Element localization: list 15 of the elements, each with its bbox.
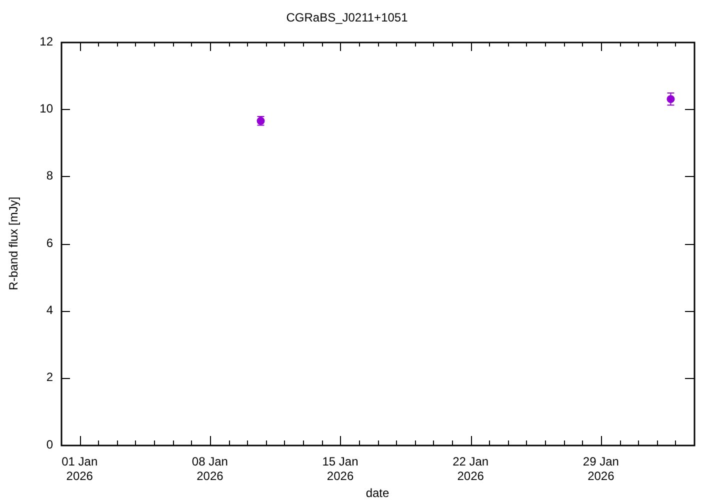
y-tick-label: 8 [46,168,54,183]
x-axis-title: date [366,486,390,500]
x-tick-label: 01 Jan 2026 [62,454,98,483]
y-tick-label: 4 [46,302,54,317]
y-tick-label: 0 [46,437,54,452]
y-tick-label: 2 [46,370,54,384]
x-tick-label: 08 Jan 2026 [192,454,228,483]
y-tick-label: 12 [40,34,54,48]
x-tick-label: 29 Jan 2026 [582,454,619,483]
x-tick-label: 15 Jan 2026 [322,454,358,483]
x-tick-label: 22 Jan 2026 [452,454,489,483]
y-axis-title: R-band flux [mJy] [6,196,21,290]
y-tick-label: 6 [46,236,54,250]
chart-title: CGRaBS_J0211+1051 [286,10,408,25]
y-tick-label: 10 [40,101,54,116]
